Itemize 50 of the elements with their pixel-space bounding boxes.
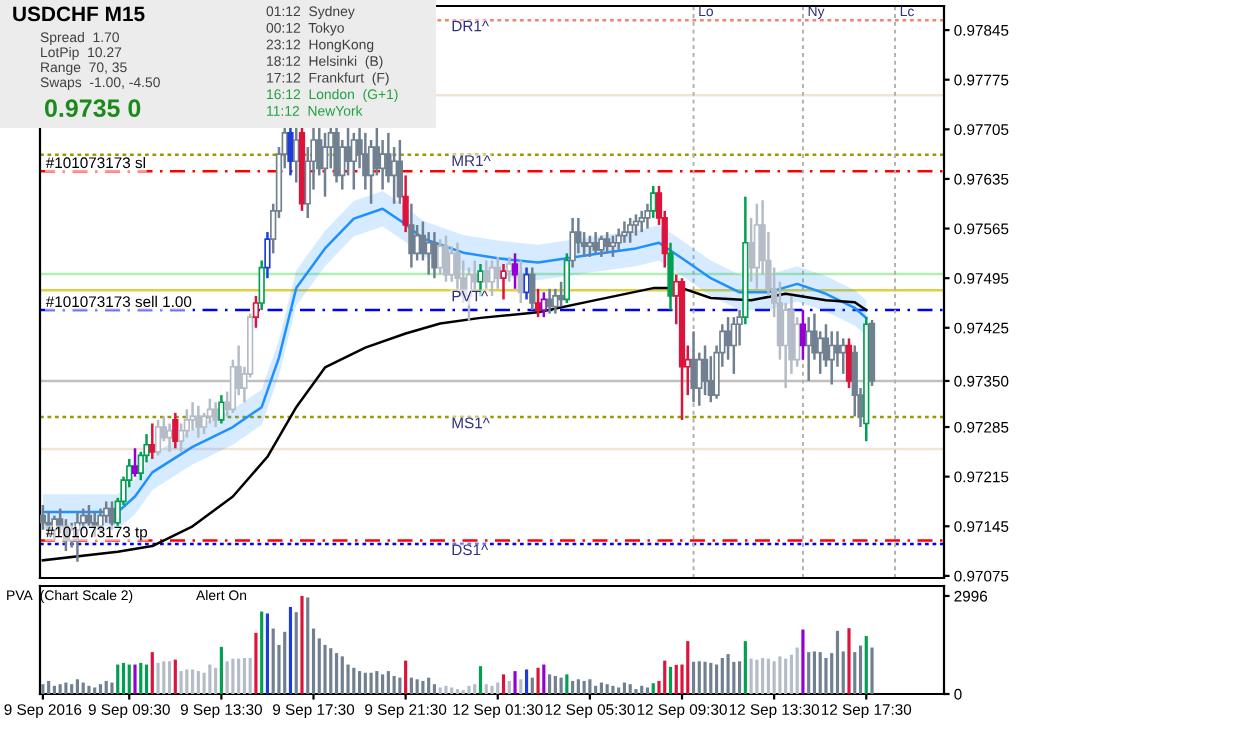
- candlestick: [396, 138, 404, 205]
- candlestick: [408, 202, 415, 269]
- candlestick: [747, 216, 755, 283]
- candlestick: [402, 174, 409, 234]
- candlestick: [627, 216, 634, 244]
- candlestick: [523, 266, 530, 301]
- candlestick: [730, 315, 737, 376]
- candlestick: [552, 287, 559, 315]
- annotation: 0.9735 0: [44, 99, 141, 118]
- candlestick: [546, 287, 553, 315]
- candlestick: [212, 400, 219, 429]
- candlestick: [195, 404, 202, 439]
- candlestick: [529, 266, 536, 312]
- candlestick: [166, 422, 173, 454]
- candlestick: [40, 503, 47, 532]
- candlestick: [511, 252, 519, 291]
- candlestick: [586, 234, 594, 259]
- candlestick: [667, 241, 674, 312]
- candlestick: [442, 234, 450, 283]
- candlestick: [333, 123, 340, 184]
- candlestick: [724, 315, 732, 361]
- chart-title: USDCHF M15: [13, 6, 145, 22]
- candlestick: [218, 393, 225, 425]
- candlestick: [638, 209, 645, 234]
- candlestick: [557, 280, 565, 308]
- candlestick: [500, 262, 507, 301]
- candlestick: [437, 237, 444, 276]
- candlestick: [615, 227, 622, 252]
- candlestick: [172, 411, 179, 450]
- candlestick: [506, 255, 513, 283]
- candlestick: [604, 230, 611, 255]
- candlestick: [154, 418, 162, 457]
- candlestick: [621, 220, 628, 244]
- candlestick: [189, 400, 196, 432]
- candlestick: [488, 259, 496, 298]
- candlestick: [828, 330, 835, 386]
- candlestick: [293, 123, 300, 184]
- candlestick: [650, 184, 657, 220]
- candlestick: [431, 230, 438, 280]
- candlestick: [321, 131, 329, 198]
- candlestick: [131, 447, 139, 478]
- candlestick: [840, 337, 847, 376]
- candlestick: [534, 287, 542, 319]
- candlestick: [287, 123, 294, 177]
- candlestick: [483, 259, 490, 291]
- candlestick: [609, 234, 617, 259]
- candlestick: [598, 234, 605, 259]
- candlestick: [845, 337, 853, 390]
- candlestick: [632, 213, 640, 237]
- candlestick: [149, 422, 156, 461]
